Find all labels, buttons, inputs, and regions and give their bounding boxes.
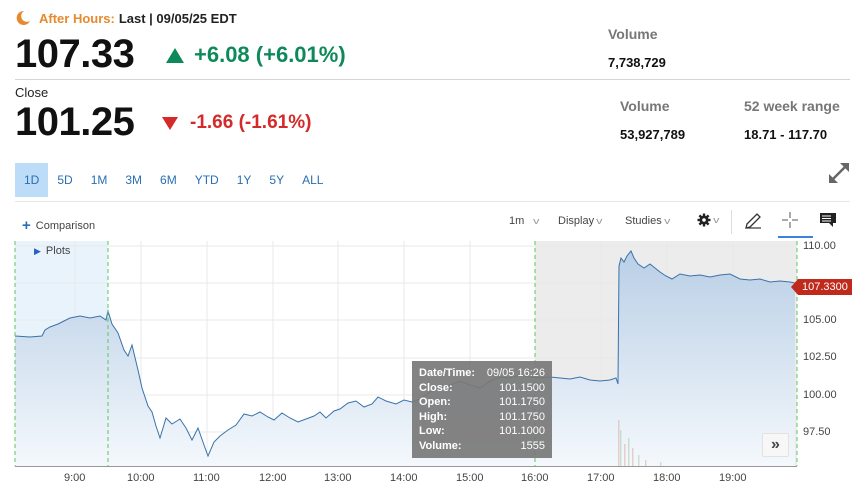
y-tick: 102.50 (803, 351, 837, 363)
week52-range-label: 52 week range (744, 98, 840, 114)
tab-ytd[interactable]: YTD (194, 173, 219, 187)
toolbar-divider (731, 210, 732, 234)
tooltip-row-high: High: 101.1750 (419, 410, 545, 423)
studies-dropdown[interactable]: Studies v (625, 215, 671, 227)
gear-icon (697, 213, 711, 227)
display-dropdown[interactable]: Display v (558, 215, 602, 227)
expand-icon[interactable] (827, 161, 851, 185)
tab-1d[interactable]: 1D (15, 163, 49, 197)
y-tick: 100.00 (803, 389, 837, 401)
plus-icon: + (22, 217, 31, 234)
x-tick: 17:00 (587, 472, 615, 484)
x-tick: 19:00 (719, 472, 747, 484)
crosshair-icon[interactable] (781, 211, 799, 229)
x-tick: 14:00 (390, 472, 418, 484)
close-volume-label: Volume (620, 98, 670, 114)
data-tooltip: Date/Time: 09/05 16:26 Close: 101.1500 Ope… (412, 361, 552, 458)
close-price: 101.25 (15, 100, 135, 144)
studies-label: Studies (625, 215, 662, 227)
after-hours-header: After Hours: Last | 09/05/25 EDT (15, 10, 237, 26)
close-volume-value: 53,927,789 (620, 127, 686, 142)
tooltip-row-datetime: Date/Time: 09/05 16:26 (419, 367, 545, 379)
chevron-down-icon: v (663, 216, 671, 226)
after-hours-change: +6.08 (+6.01%) (166, 42, 346, 68)
tab-1m[interactable]: 1M (90, 173, 108, 187)
range-tabs: 1D 5D 1M 3M 6M YTD 1Y 5Y ALL (15, 163, 332, 197)
ah-volume-label: Volume (608, 26, 658, 42)
tab-5d[interactable]: 5D (57, 173, 73, 187)
scroll-to-latest-button[interactable]: » (762, 433, 789, 457)
down-arrow-icon (162, 116, 178, 130)
chevron-down-icon: v (596, 216, 603, 226)
tooltip-row-open: Open: 101.1750 (419, 396, 545, 408)
price-tag-pointer (791, 279, 798, 295)
moon-icon (16, 10, 30, 25)
tooltip-row-close: Close: 101.1500 (419, 381, 545, 394)
tab-3m[interactable]: 3M (125, 173, 143, 187)
tab-1y[interactable]: 1Y (236, 173, 252, 187)
up-arrow-icon (166, 47, 184, 63)
plots-label: Plots (45, 245, 71, 257)
ah-volume-value: 7,738,729 (608, 55, 666, 70)
settings-dropdown[interactable]: v (697, 213, 719, 227)
x-tick: 10:00 (127, 472, 155, 484)
comparison-label: Comparison (35, 219, 96, 232)
interval-dropdown[interactable]: 1m v (509, 215, 540, 227)
tooltip-row-volume: Volume: 1555 (419, 439, 545, 452)
price-line (14, 250, 796, 458)
y-tick: 110.00 (803, 240, 836, 252)
x-tick: 13:00 (324, 472, 352, 484)
chevron-down-icon: v (533, 216, 540, 226)
tab-6m[interactable]: 6M (160, 173, 177, 187)
after-hours-label: After Hours: (39, 10, 115, 26)
tooltip-row-low: Low: 101.1000 (419, 425, 545, 437)
comment-annotation-icon[interactable] (819, 212, 837, 228)
week52-range-value: 18.71 - 117.70 (744, 127, 828, 142)
price-area (15, 251, 795, 466)
after-hours-meta: Last | 09/05/25 EDT (118, 10, 237, 26)
crosshair-active-indicator (778, 236, 813, 238)
x-tick: 16:00 (521, 472, 549, 484)
last-price-tag: 107.3300 (798, 279, 852, 295)
display-label: Display (558, 215, 595, 227)
x-tick: 18:00 (653, 472, 681, 484)
x-tick: 9:00 (64, 472, 86, 484)
y-tick: 97.50 (803, 426, 831, 438)
comparison-button[interactable]: + Comparison (22, 217, 95, 234)
triangle-right-icon: ▶ (34, 245, 41, 256)
plots-toggle[interactable]: ▶ Plots (34, 245, 70, 257)
tab-5y[interactable]: 5Y (269, 173, 285, 187)
double-chevron-right-icon: » (771, 436, 780, 453)
after-hours-change-value: +6.08 (+6.01%) (194, 42, 346, 67)
tab-all[interactable]: ALL (302, 173, 324, 187)
x-tick: 11:00 (193, 472, 220, 484)
price-chart[interactable] (0, 238, 860, 492)
session-markers (14, 241, 798, 466)
close-change: -1.66 (-1.61%) (162, 112, 311, 134)
divider (15, 201, 850, 202)
volume-bars (618, 420, 662, 466)
x-tick: 15:00 (456, 472, 484, 484)
pencil-draw-icon[interactable] (744, 212, 762, 230)
chevron-down-icon: v (713, 215, 720, 225)
y-tick: 105.00 (803, 314, 837, 326)
after-hours-price: 107.33 (15, 32, 135, 76)
divider (15, 79, 850, 80)
close-label: Close (15, 85, 49, 100)
x-tick: 12:00 (259, 472, 287, 484)
close-change-value: -1.66 (-1.61%) (190, 112, 312, 133)
interval-label: 1m (509, 215, 525, 227)
